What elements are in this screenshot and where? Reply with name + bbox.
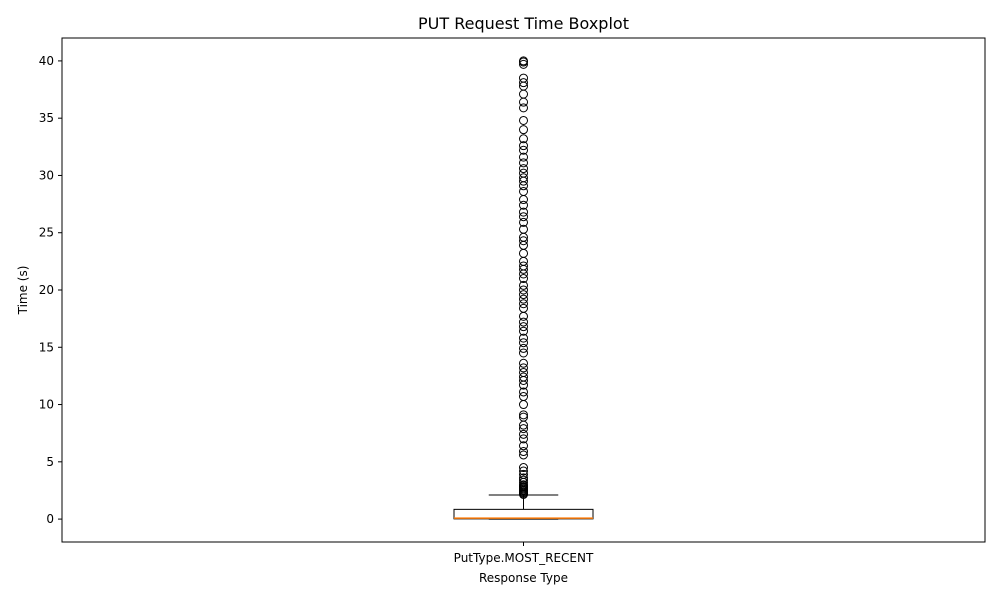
outlier-point [519, 299, 528, 309]
plot-layer [453, 56, 594, 520]
outlier-point [519, 410, 528, 420]
outlier-point [519, 429, 528, 439]
outlier-point [519, 274, 528, 284]
outlier-point [519, 141, 528, 151]
outlier-point [519, 450, 528, 460]
outlier-point [519, 447, 528, 457]
outlier-point [519, 372, 528, 382]
outlier-point [519, 317, 528, 327]
outlier-point [519, 145, 528, 155]
outlier-point [519, 469, 528, 479]
y-tick-label: 15 [39, 340, 54, 354]
outlier-point [519, 280, 528, 290]
outlier-point [519, 434, 528, 444]
outlier-point [519, 367, 528, 377]
outlier-point [519, 338, 528, 348]
outlier-point [519, 240, 528, 250]
outlier-point [519, 207, 528, 217]
outlier-point [519, 387, 528, 397]
outlier-point [519, 424, 528, 434]
outlier-point [519, 473, 528, 483]
y-tick-label: 25 [39, 226, 54, 240]
outlier-point [519, 158, 528, 168]
outlier-point [519, 115, 528, 125]
outlier-point [519, 358, 528, 368]
outlier-point [519, 269, 528, 279]
outlier-point [519, 400, 528, 410]
outlier-point [519, 463, 528, 473]
outlier-point [519, 480, 528, 490]
outlier-point [519, 261, 528, 271]
outlier-point [519, 97, 528, 107]
outlier-point [519, 73, 528, 83]
outlier-point [519, 78, 528, 88]
outlier-point [519, 322, 528, 332]
outlier-point [519, 466, 528, 476]
y-tick-label: 35 [39, 111, 54, 125]
chart-title: PUT Request Time Boxplot [418, 14, 629, 33]
y-tick-label: 5 [46, 455, 54, 469]
x-tick-label: PutType.MOST_RECENT [454, 551, 594, 565]
y-tick-label: 30 [39, 168, 54, 182]
outlier-point [519, 290, 528, 300]
y-tick-label: 20 [39, 283, 54, 297]
outlier-point [519, 125, 528, 135]
outlier-point [519, 56, 528, 66]
outlier-point [519, 343, 528, 353]
outlier-point [519, 475, 528, 485]
x-axis-label: Response Type [479, 571, 568, 585]
y-axis-label: Time (s) [16, 266, 30, 316]
outlier-point [519, 333, 528, 343]
outlier-point [519, 217, 528, 227]
outlier-point [519, 200, 528, 210]
outlier-point [519, 303, 528, 313]
outlier-point [519, 294, 528, 304]
outlier-point [519, 224, 528, 234]
outlier-point [519, 59, 528, 69]
outlier-point [519, 236, 528, 246]
outlier-point [519, 412, 528, 422]
outlier-point [519, 311, 528, 321]
y-tick-label: 10 [39, 398, 54, 412]
outlier-point [519, 134, 528, 144]
y-tick-label: 0 [46, 512, 54, 526]
outlier-point [519, 168, 528, 178]
outlier-point [519, 195, 528, 205]
outlier-point [519, 173, 528, 183]
outlier-point [519, 103, 528, 113]
outlier-point [519, 89, 528, 99]
outlier-point [519, 363, 528, 373]
outlier-point [519, 164, 528, 174]
outlier-point [519, 256, 528, 266]
outlier-point [519, 326, 528, 336]
plot-area-frame [61, 37, 986, 543]
outlier-point [519, 348, 528, 358]
outlier-point [519, 186, 528, 196]
outlier-point [519, 248, 528, 258]
y-tick-label: 40 [39, 54, 54, 68]
outlier-point [519, 285, 528, 295]
outlier-point [519, 212, 528, 222]
outlier-point [519, 152, 528, 162]
y-axis: 0 5 10 15 20 25 30 35 40 [39, 54, 62, 526]
outlier-point [519, 441, 528, 451]
outlier-point [519, 392, 528, 402]
outlier-point [519, 181, 528, 191]
x-axis: PutType.MOST_RECENT [454, 542, 594, 565]
